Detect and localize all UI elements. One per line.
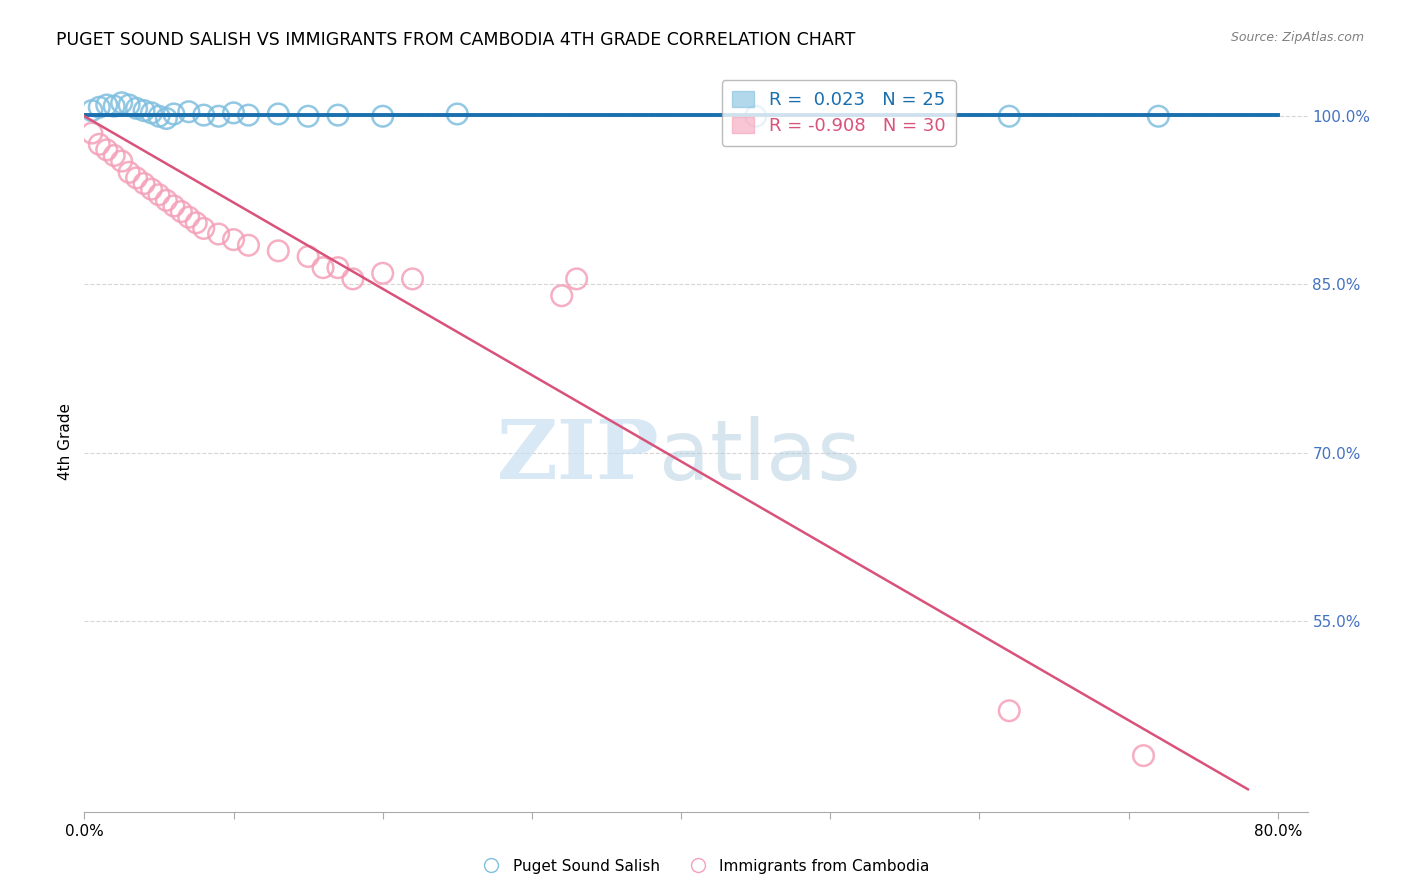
Point [125, 101, 148, 115]
Point [342, 272, 364, 286]
Point [238, 108, 260, 122]
Point [170, 204, 193, 219]
Point [177, 210, 200, 224]
Point [551, 289, 574, 303]
Point [89, 100, 111, 114]
Text: atlas: atlas [659, 416, 860, 497]
Point [238, 238, 260, 252]
Point [125, 170, 148, 185]
Point [207, 227, 229, 241]
Text: ZIP: ZIP [496, 417, 659, 496]
Point [103, 99, 125, 113]
Point [446, 107, 468, 121]
Legend: R =  0.023   N = 25, R = -0.908   N = 30: R = 0.023 N = 25, R = -0.908 N = 30 [721, 80, 956, 145]
Point [1132, 748, 1154, 763]
Point [207, 109, 229, 123]
Text: Source: ZipAtlas.com: Source: ZipAtlas.com [1230, 31, 1364, 45]
Text: PUGET SOUND SALISH VS IMMIGRANTS FROM CAMBODIA 4TH GRADE CORRELATION CHART: PUGET SOUND SALISH VS IMMIGRANTS FROM CA… [56, 31, 856, 49]
Point [186, 216, 208, 230]
Point [297, 250, 319, 264]
Point [163, 107, 186, 121]
Point [111, 95, 134, 110]
Point [998, 109, 1021, 123]
Point [103, 148, 125, 162]
Point [267, 244, 290, 258]
Point [193, 108, 215, 122]
Point [155, 112, 177, 126]
Point [177, 104, 200, 119]
Point [371, 109, 394, 123]
Point [998, 704, 1021, 718]
Point [193, 221, 215, 235]
Point [132, 103, 155, 118]
Point [111, 154, 134, 169]
Legend: Puget Sound Salish, Immigrants from Cambodia: Puget Sound Salish, Immigrants from Camb… [470, 853, 936, 880]
Point [371, 266, 394, 280]
Point [267, 107, 290, 121]
Point [80, 126, 103, 140]
Point [744, 109, 766, 123]
Point [148, 109, 170, 123]
Point [312, 260, 335, 275]
Point [118, 165, 141, 179]
Point [1147, 109, 1170, 123]
Point [297, 109, 319, 123]
Point [401, 272, 423, 286]
Point [141, 106, 163, 120]
Point [96, 98, 118, 112]
Point [565, 272, 588, 286]
Point [132, 177, 155, 191]
Point [80, 103, 103, 118]
Point [155, 194, 177, 208]
Y-axis label: 4th Grade: 4th Grade [58, 403, 73, 480]
Point [89, 137, 111, 152]
Point [96, 143, 118, 157]
Point [326, 108, 349, 122]
Point [326, 260, 349, 275]
Point [163, 199, 186, 213]
Point [118, 98, 141, 112]
Point [222, 233, 245, 247]
Point [141, 182, 163, 196]
Point [222, 106, 245, 120]
Point [148, 187, 170, 202]
